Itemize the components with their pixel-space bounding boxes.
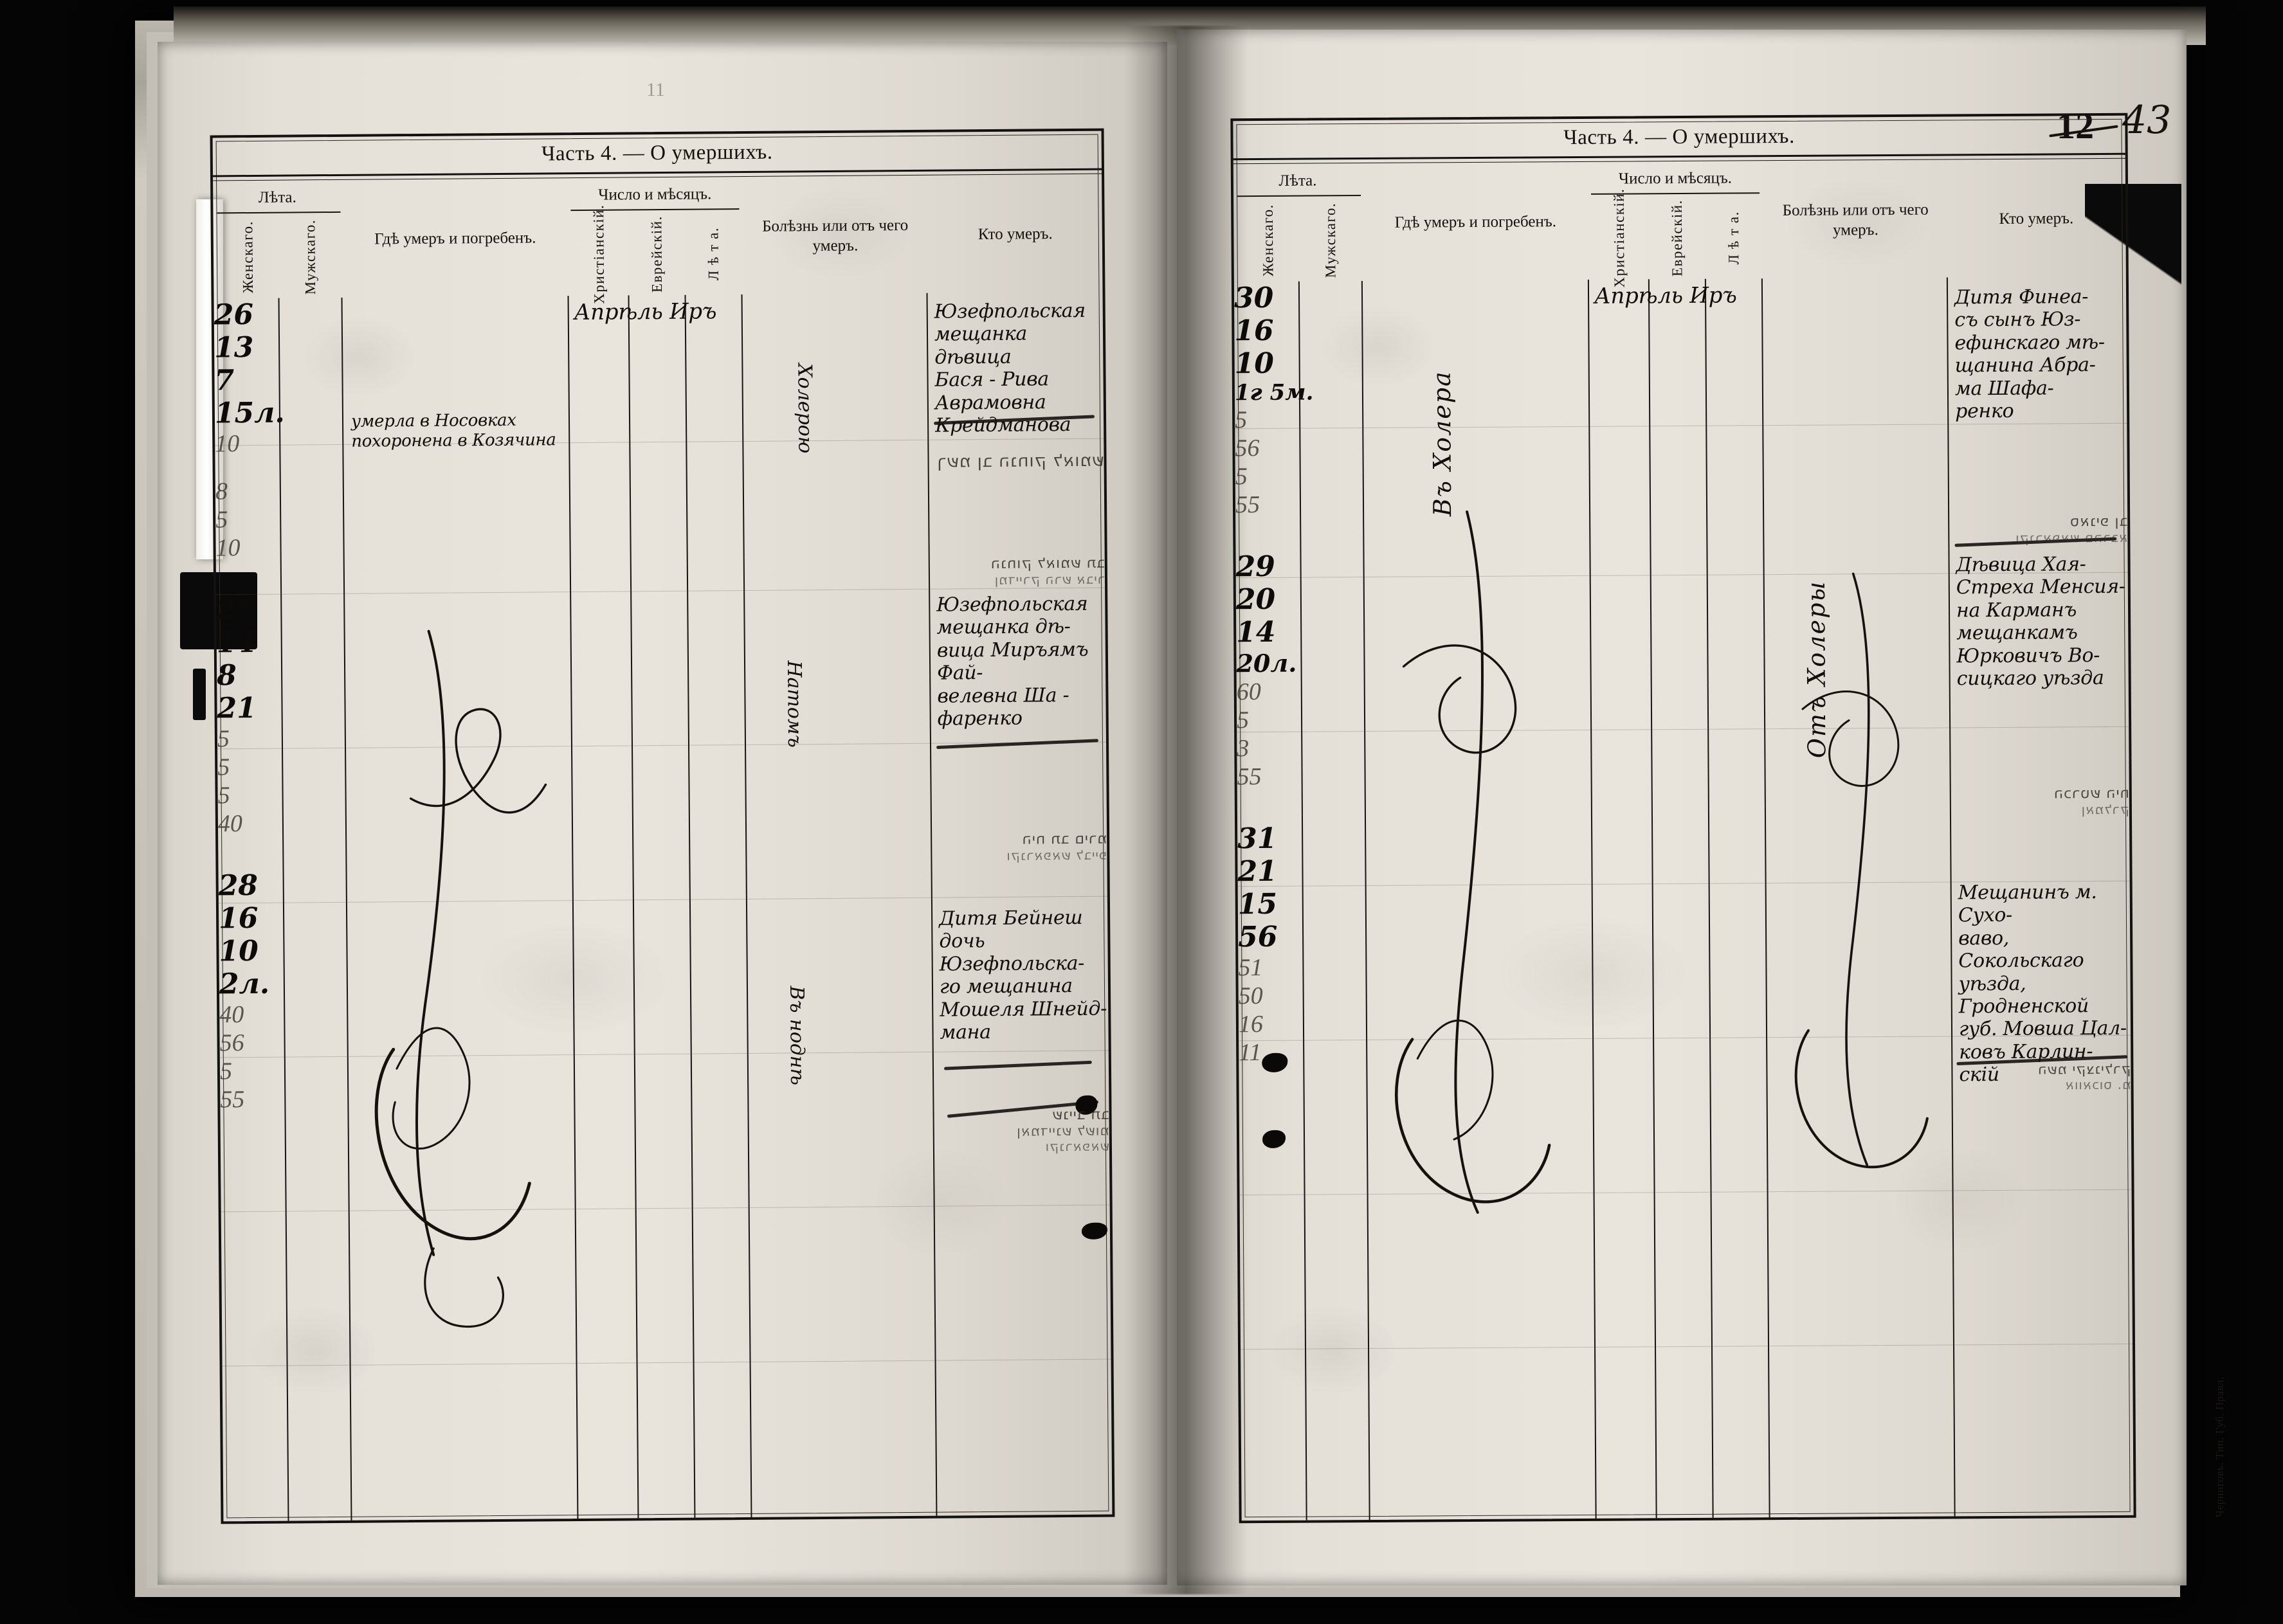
ink-blot-2	[1081, 1222, 1108, 1240]
cell-who-3: Юзефпольская мещанка дѣ- вица Миръямъ Фа…	[936, 592, 1089, 730]
col-header-cause: Болѣзнь или отъ чего умеръ.	[762, 216, 909, 255]
col-header-date-jewish-r: Еврейскiй.	[1668, 199, 1686, 277]
col-header-cause-r: Болѣзнь или отъ чего умеръ.	[1782, 201, 1929, 239]
col-header-date-jewish: Еврейскiй.	[648, 215, 666, 293]
table-body-left: Апрѣль Иръ 26 умерла в Носовках похороне…	[214, 292, 1113, 1522]
cause-note-right-1: Въ Холера	[1427, 370, 1457, 517]
cell-age-male-r5: 31	[1237, 822, 1277, 856]
col-header-age-male: Мужскаго.	[302, 219, 319, 295]
col-header-date-christian: Христiанскiй.	[590, 204, 608, 305]
cause-note-right-2: Отъ Холеры	[1801, 580, 1832, 759]
col-header-who-r: Кто умеръ.	[1999, 210, 2074, 228]
col-header-place: Гдѣ умеръ и погребенъ.	[374, 229, 536, 248]
ink-blot-r2	[1262, 1130, 1286, 1149]
printer-imprint: Черниговъ. Тип. Губ. Правл.	[2214, 1376, 2226, 1517]
faint-top-mark: 11	[646, 79, 665, 100]
col-header-date-years-r: Л ѣ т а.	[1725, 210, 1742, 265]
cell-who-r3: Дѣвица Хая- Стреха Менсия- на Карманъ ме…	[1956, 553, 2125, 690]
register-table-left: Часть 4. — О умершихъ. Лѣта. Женскаго. М…	[210, 128, 1115, 1524]
col-header-date-christian-r: Христiанскiй.	[1610, 188, 1628, 289]
month-note-left: Апрѣль Иръ	[574, 298, 717, 326]
month-note-right: Апрѣль Иръ	[1594, 282, 1737, 309]
table-header-left: Лѣта. Женскаго. Мужскаго. Гдѣ умеръ и по…	[213, 176, 1102, 305]
col-header-date-years: Л ѣ т а.	[705, 226, 722, 281]
col-header-place-r: Гдѣ умеръ и погребенъ.	[1394, 213, 1557, 232]
section-title-right: Часть 4. — О умершихъ.	[1563, 124, 1795, 150]
black-clip-marker-small	[193, 669, 206, 720]
col-header-age-group: Лѣта.	[258, 188, 296, 206]
table-body-right: Апрѣль Иръ 30 16 10 1г 5м. Дитя Финеа- с…	[1234, 276, 2134, 1520]
col-header-who: Кто умеръ.	[978, 225, 1053, 244]
col-header-age-male-r: Мужскаго.	[1322, 202, 1339, 278]
register-table-right: Часть 4. — О умершихъ. Лѣта. Женскаго. М…	[1230, 113, 2136, 1524]
open-book: 11 12 43 Черниговъ. Тип. Губ. Правл. Час…	[96, 6, 2238, 1614]
col-header-age-group-r: Лѣта.	[1278, 172, 1317, 190]
handwritten-page-number: 43	[2122, 98, 2172, 143]
table-header-right: Лѣта. Женскаго. Мужскаго. Гдѣ умеръ и по…	[1233, 161, 2126, 289]
col-header-age-female-r: Женскаго.	[1259, 204, 1277, 277]
binding-gutter	[1125, 26, 1248, 1594]
section-title-left: Часть 4. — О умершихъ.	[541, 140, 773, 166]
col-header-age-female: Женскаго.	[239, 221, 257, 294]
